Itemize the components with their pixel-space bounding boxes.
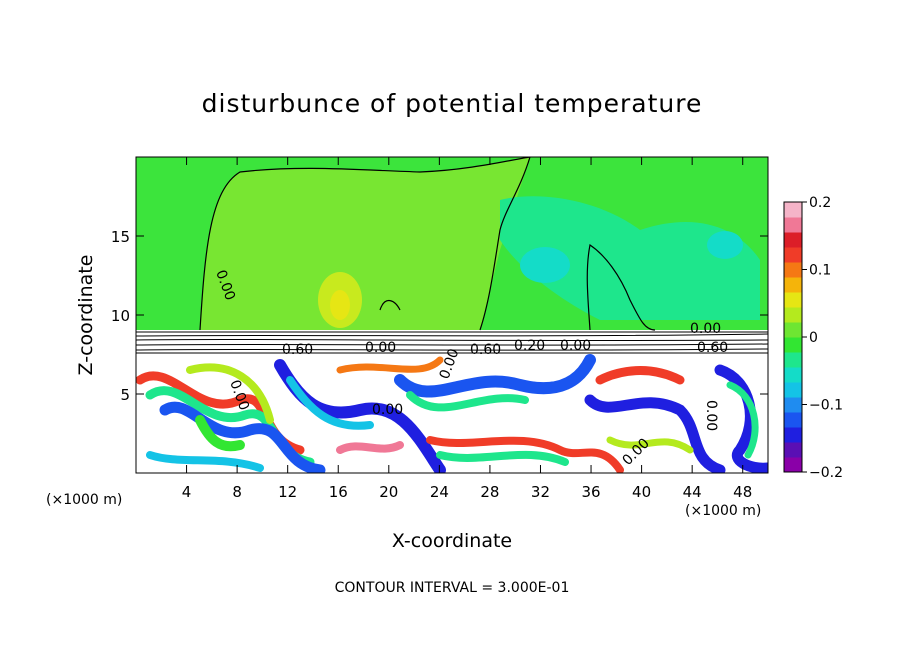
contour-label: 0.00: [703, 400, 719, 431]
x-unit-left: (×1000 m): [46, 492, 122, 508]
colorbar-swatch: [784, 277, 802, 293]
colorbar-swatch: [784, 247, 802, 263]
y-tick-label: 10: [111, 307, 130, 325]
colorbar-swatch: [784, 292, 802, 308]
turbulent-streaks: [136, 354, 768, 473]
contour-label: 0.60: [697, 340, 728, 356]
x-tick-label: 24: [430, 483, 449, 501]
x-tick-label: 36: [581, 483, 600, 501]
x-tick-label: 40: [632, 483, 651, 501]
x-tick-label: 12: [278, 483, 297, 501]
colorbar-tick-label: 0.2: [809, 195, 831, 211]
cool-core: [520, 247, 570, 283]
x-unit-right: (×1000 m): [685, 503, 761, 519]
x-tick-label: 16: [329, 483, 348, 501]
colorbar-tick-label: −0.2: [809, 465, 843, 481]
contour-lines: [199, 157, 656, 331]
contour-label: 0.00: [690, 321, 721, 337]
contour-label: 0.60: [282, 342, 313, 358]
colorbar: 0.2 0.1 0 −0.1 −0.2: [783, 195, 843, 481]
colorbar-swatch: [784, 307, 802, 323]
contour-label: 0.00: [365, 340, 396, 356]
x-tick-label: 4: [182, 483, 192, 501]
contour-label: 0.60: [470, 342, 501, 358]
x-axis: 4 8 12 16 20 24 28 32 36 40 44 48: [182, 157, 752, 501]
warm-core-inner: [330, 290, 350, 320]
colorbar-tick-label: 0.1: [809, 263, 831, 279]
footer-contour-interval: CONTOUR INTERVAL = 3.000E-01: [335, 580, 570, 596]
colorbar-swatch: [784, 367, 802, 383]
colorbar-swatch: [784, 262, 802, 278]
x-tick-label: 20: [379, 483, 398, 501]
colorbar-swatch: [784, 457, 802, 473]
colorbar-swatch: [784, 322, 802, 338]
colorbar-swatch: [784, 397, 802, 413]
colorbar-swatch: [784, 442, 802, 458]
x-tick-label: 32: [531, 483, 550, 501]
cool-patch: [500, 196, 760, 320]
colorbar-swatch: [784, 412, 802, 428]
x-tick-label: 44: [683, 483, 702, 501]
colorbar-tick-label: 0: [809, 330, 818, 346]
colorbar-swatch: [784, 427, 802, 443]
y-axis: 5 10 15: [111, 228, 768, 404]
cool-core-2: [707, 231, 743, 259]
colorbar-swatch: [784, 232, 802, 248]
colorbar-tick-label: −0.1: [809, 398, 843, 414]
chart-title: disturbunce of potential temperature: [202, 89, 703, 118]
contour-label: 0.20: [514, 338, 545, 354]
colorbar-swatch: [784, 202, 802, 218]
x-axis-label: X-coordinate: [392, 530, 512, 552]
x-tick-label: 8: [232, 483, 242, 501]
y-axis-label: Z-coordinate: [75, 255, 97, 376]
y-tick-label: 5: [120, 386, 130, 404]
x-tick-label: 48: [733, 483, 752, 501]
colorbar-swatch: [784, 382, 802, 398]
tropopause-contours: [136, 331, 768, 354]
colorbar-swatch: [784, 352, 802, 368]
warm-plume: [200, 157, 530, 330]
y-tick-label: 15: [111, 228, 130, 246]
contour-label: 0.00: [372, 402, 403, 418]
x-tick-label: 28: [480, 483, 499, 501]
colorbar-swatch: [784, 337, 802, 353]
contour-label: 0.00: [560, 338, 591, 354]
colorbar-swatch: [784, 217, 802, 233]
plot-area: [136, 157, 768, 473]
